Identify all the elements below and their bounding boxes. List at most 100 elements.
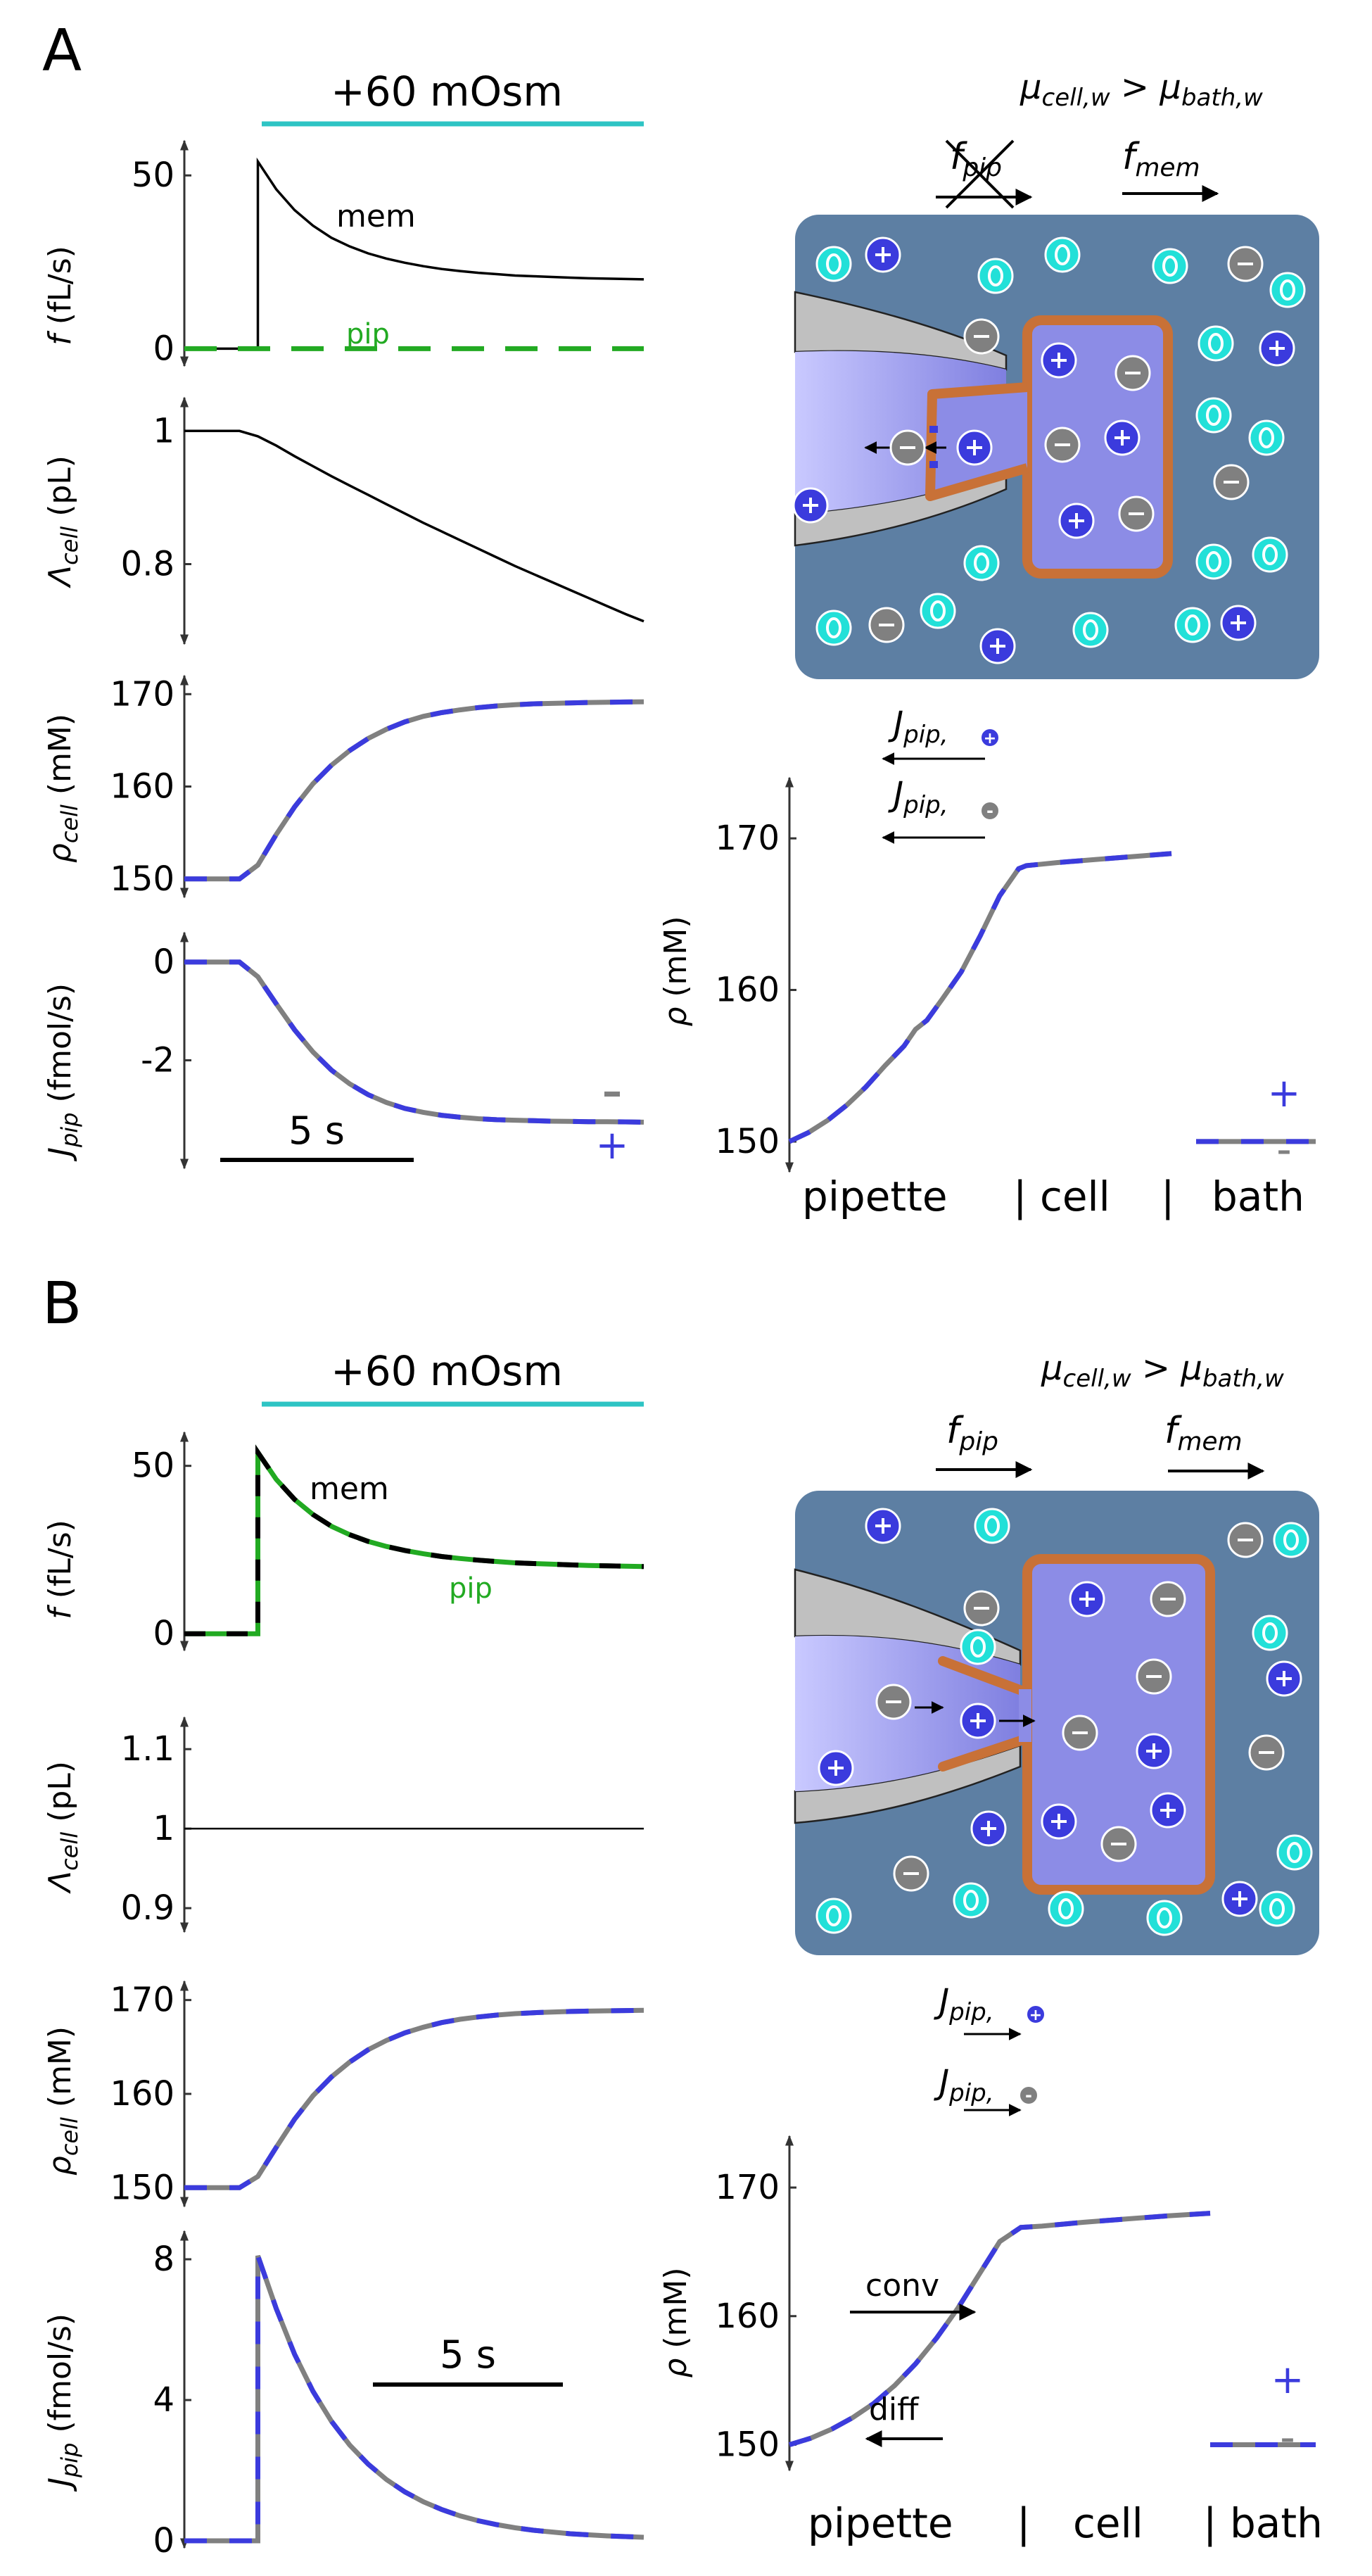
cation-particle <box>1266 1660 1302 1697</box>
cation-particle <box>1221 1881 1258 1917</box>
series-f-b <box>184 1444 644 1636</box>
marker-plus: + <box>596 1123 629 1168</box>
cation-particle <box>1069 1581 1105 1617</box>
cation-particle <box>1041 342 1077 379</box>
series-line-blue <box>184 959 644 1125</box>
cation-particle <box>970 1810 1007 1847</box>
plot-a-lambda: 0.81 Λcell (pL) <box>42 396 644 645</box>
water-ring <box>930 600 946 621</box>
water-ring <box>1283 1529 1299 1551</box>
water-ring <box>974 553 989 574</box>
y-axis-label: f (fL/s) <box>42 246 78 346</box>
water-particle-disc <box>1198 325 1234 362</box>
x-label-cell: cell <box>1073 2499 1143 2547</box>
cation-particle <box>818 1750 854 1786</box>
y-tick-label: 0 <box>153 1614 174 1653</box>
y-axis-label: f (fL/s) <box>42 1520 78 1620</box>
panel-a: A +60 mOsm 050 mem pip f (fL/s) 0.81 Λce… <box>42 18 1319 1220</box>
y-tick-label: 50 <box>132 156 174 195</box>
cation-particle <box>1150 1792 1186 1829</box>
annotation-diff: diff <box>869 2392 920 2427</box>
series-rho-cell <box>184 2007 644 2190</box>
series-label-mem: mem <box>310 1471 389 1507</box>
plot-b-profile-ticks: 150 160 170 <box>715 2168 796 2464</box>
inequality-b: μcell,w > μbath,w <box>1041 1349 1284 1393</box>
plot-a-profile: 150 160 170 + – ρ (mM) pipette | cell | ba… <box>658 776 1316 1220</box>
water-particle <box>974 1508 1010 1544</box>
water-particle-disc <box>815 1898 852 1934</box>
water-ring <box>1262 544 1278 565</box>
plot-a-f-ticks: 0 50 <box>132 156 191 368</box>
water-particle-disc <box>1252 1615 1288 1651</box>
panel-label-b: B <box>42 1270 82 1337</box>
y-tick-label: 160 <box>715 2297 780 2336</box>
plot-a-profile-ticks: 150 160 170 <box>715 819 796 1161</box>
water-particle-disc <box>1195 397 1232 434</box>
series-rho-profile-blue <box>788 851 1172 1144</box>
plot-b-f: 0 50 mem pip f (fL/s) <box>42 1431 644 1653</box>
water-particle <box>1146 1900 1183 1936</box>
y-tick-label: 1 <box>153 1809 174 1848</box>
water-particle <box>1195 543 1232 580</box>
water-particle-disc <box>960 1629 996 1665</box>
series-line-blue <box>184 699 644 882</box>
y-tick-label: 150 <box>715 2425 780 2464</box>
y-axis-label: ρcell (mM) <box>42 714 83 863</box>
anion-particle <box>1100 1826 1137 1862</box>
water-particle-disc <box>815 246 852 282</box>
series-rho-profile-blue <box>788 2211 1211 2447</box>
series-rho-cell <box>184 699 644 882</box>
water-particle <box>1269 272 1306 308</box>
anion-particle <box>963 318 1000 355</box>
schematic-a: μcell,w > μbath,w fpip fmem Jpip, + Jpip… <box>792 68 1319 844</box>
water-ring <box>1157 1907 1172 1928</box>
cation-particle <box>865 1508 901 1544</box>
cation-icon <box>1026 2004 1046 2024</box>
water-particle <box>815 610 852 646</box>
water-particle <box>1044 236 1081 273</box>
marker-minus: – <box>1281 2423 1295 2455</box>
water-particle <box>1276 1834 1313 1871</box>
x-label-cell: | cell <box>1013 1173 1110 1220</box>
plot-b-lambda-ticks: 0.9 1 1.1 <box>121 1729 191 1928</box>
x-label-separator: | <box>1017 2499 1031 2547</box>
cation-particle <box>960 1703 996 1739</box>
water-particle-disc <box>1072 612 1109 648</box>
particles-b <box>815 1508 1313 1936</box>
water-ring <box>1055 244 1070 265</box>
cation-particle <box>1136 1733 1172 1769</box>
y-axis-label: Λcell (pL) <box>42 1761 83 1894</box>
x-label-separator: | <box>1161 1173 1175 1220</box>
water-ring <box>1058 1898 1074 1919</box>
water-particle-disc <box>1146 1900 1183 1936</box>
water-particle <box>1259 1890 1295 1927</box>
anion-particle <box>893 1855 929 1892</box>
series-line-gray <box>184 959 644 1125</box>
y-axis-label: Λcell (pL) <box>42 455 83 588</box>
pipette-solution <box>795 1636 1020 1791</box>
water-particle <box>1195 397 1232 434</box>
cation-particle <box>1104 419 1141 456</box>
x-label-pipette: pipette <box>802 1173 948 1220</box>
anion-particle <box>1248 1734 1285 1771</box>
x-label-bath: bath <box>1212 1173 1304 1220</box>
anion-particle <box>1044 427 1081 463</box>
water-ring <box>1162 255 1178 277</box>
water-ring <box>1083 619 1098 640</box>
water-particle-disc <box>1152 248 1188 284</box>
y-tick-label: 0 <box>153 942 174 982</box>
plot-b-lambda: 0.9 1 1.1 Λcell (pL) <box>42 1716 644 1933</box>
series-rho-profile <box>788 851 1172 1144</box>
series-line-blue <box>184 2007 644 2190</box>
anion-particle <box>868 607 905 643</box>
plot-b-jpip-ticks: 0 4 8 <box>153 2240 191 2561</box>
water-ring <box>970 1636 986 1658</box>
flux-fmem-label: fmem <box>1122 136 1200 182</box>
water-particle-disc <box>815 610 852 646</box>
water-particle-disc <box>953 1882 989 1919</box>
water-particle-disc <box>1273 1522 1309 1558</box>
series-label-pip: pip <box>346 318 390 351</box>
y-tick-label: 0 <box>153 2521 174 2561</box>
y-tick-label: 4 <box>153 2380 174 2420</box>
y-tick-label: 0.8 <box>121 544 174 583</box>
